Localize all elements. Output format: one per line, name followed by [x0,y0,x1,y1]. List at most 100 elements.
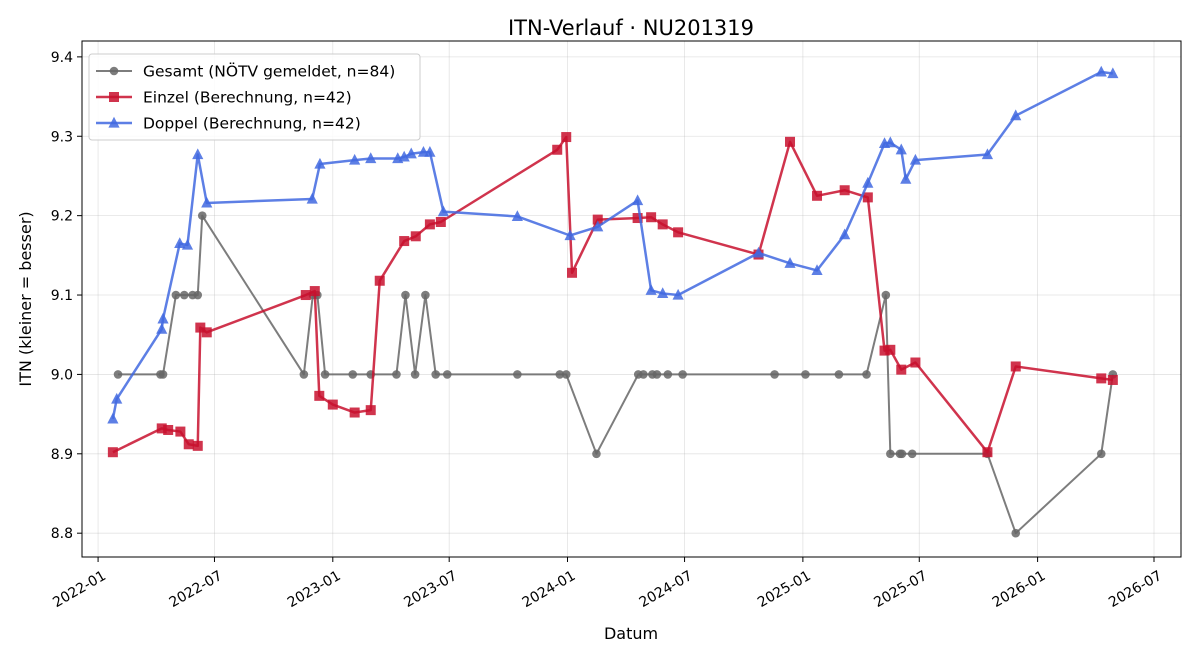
data-point [862,370,871,379]
data-point [673,227,684,238]
data-point [895,143,907,155]
data-point [885,344,896,355]
data-point [513,370,522,379]
data-point [981,148,994,160]
data-point [192,440,203,451]
data-point [327,399,338,410]
data-point [399,236,410,247]
y-tick-label: 9.1 [51,288,73,304]
data-point [678,370,687,379]
data-point [561,132,572,143]
data-point [900,172,912,184]
data-point [181,238,194,250]
data-point [785,136,796,147]
data-point [1107,374,1118,385]
data-point [299,370,309,379]
y-axis: 8.8 8.9 9.0 9.1 9.2 9.3 9.4 [51,50,82,542]
data-point [309,286,320,297]
series-3 [107,65,1119,424]
data-point [113,370,123,379]
data-point [437,205,450,217]
data-point [884,136,896,148]
data-point [632,194,644,206]
data-point [183,439,194,450]
data-point [111,392,123,404]
y-axis-label: ITN (kleiner = besser) [16,211,35,386]
data-point [834,370,844,379]
data-point [435,216,446,227]
data-point [555,370,565,379]
data-point [839,185,850,196]
data-point [1107,67,1119,79]
data-point [195,322,206,333]
data-point [639,370,648,379]
data-point [592,220,604,232]
data-point [349,407,360,418]
y-tick-label: 9.3 [51,129,73,145]
legend-item: Doppel (Berechnung, n=42) [96,115,361,133]
data-point [907,449,917,459]
data-point [752,246,765,258]
data-point [879,345,890,356]
data-point [442,370,452,379]
data-point [410,231,421,242]
y-tick-label: 8.9 [51,447,73,463]
data-point [567,267,578,278]
data-point [812,190,823,201]
data-point [175,426,186,437]
data-point [770,370,779,379]
data-point [646,212,657,223]
data-point [881,290,891,300]
legend-item: Einzel (Berechnung, n=42) [96,89,352,107]
data-point [561,370,571,379]
data-point [672,288,684,300]
data-point [314,390,325,401]
legend-box [88,53,421,141]
chart-title: ITN-Verlauf · NU201319 [508,16,754,40]
data-point [197,211,207,220]
data-point [174,237,186,249]
data-point [784,257,796,268]
legend-marker [109,92,119,102]
legend-item: Gesamt (NÖTV gemeldet, n=84) [96,62,395,81]
data-point [592,214,603,225]
data-point [401,290,410,300]
data-point [392,370,401,379]
data-point [374,275,385,286]
data-point [1095,65,1107,77]
y-tick-label: 8.8 [51,526,73,542]
legend: Gesamt (NÖTV gemeldet, n=84) Einzel (Bere… [88,53,421,141]
data-point [1096,373,1107,384]
data-point [398,150,410,162]
data-point [862,176,874,188]
data-point [349,153,361,165]
data-point [982,447,993,458]
data-point [862,192,873,203]
data-point [592,449,601,459]
data-point [511,210,523,222]
data-point [645,284,657,295]
y-tick-label: 9.0 [51,367,73,383]
data-point [163,424,174,435]
data-point [811,264,823,276]
data-point [314,157,326,169]
data-point [424,145,436,157]
data-point [365,152,377,164]
data-point [348,370,358,379]
data-point [1011,528,1021,538]
data-point [156,423,167,434]
data-point [801,370,810,379]
data-point [657,287,669,299]
data-point [886,449,895,459]
data-point [1010,109,1022,121]
legend-label: Doppel (Berechnung, n=42) [143,115,361,133]
data-point [365,405,376,416]
legend-label: Einzel (Berechnung, n=42) [143,89,352,107]
data-point [107,447,118,458]
y-tick-label: 9.2 [51,209,73,225]
data-point [171,290,181,300]
data-point [1010,361,1021,372]
data-point [421,290,430,300]
data-point [405,147,417,159]
data-point [839,228,851,240]
